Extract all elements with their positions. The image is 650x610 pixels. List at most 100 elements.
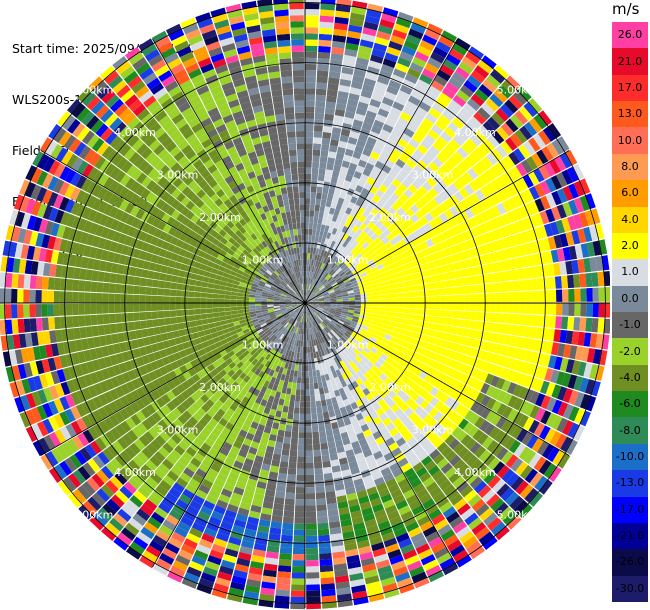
- velocity-bin: [342, 307, 349, 310]
- velocity-bin: [590, 208, 601, 225]
- velocity-bin: [30, 261, 39, 275]
- velocity-bin: [347, 498, 359, 507]
- velocity-bin: [245, 353, 253, 360]
- velocity-bin: [385, 478, 397, 488]
- velocity-bin: [325, 169, 333, 177]
- velocity-bin: [330, 53, 344, 61]
- velocity-bin: [420, 355, 429, 364]
- velocity-bin: [459, 187, 470, 199]
- velocity-bin: [133, 276, 141, 286]
- velocity-bin: [233, 569, 248, 579]
- velocity-bin: [407, 67, 421, 79]
- velocity-bin: [485, 410, 497, 423]
- velocity-bin: [352, 225, 360, 233]
- velocity-bin: [198, 538, 213, 549]
- velocity-bin: [214, 258, 223, 266]
- velocity-bin: [574, 346, 584, 361]
- velocity-bin: [549, 221, 560, 236]
- velocity-bin: [329, 310, 336, 315]
- velocity-bin: [124, 202, 135, 214]
- velocity-bin: [176, 316, 184, 324]
- velocity-bin: [374, 36, 390, 47]
- velocity-bin: [534, 183, 546, 198]
- velocity-bin: [217, 357, 226, 365]
- velocity-bin: [305, 377, 310, 384]
- velocity-bin: [383, 377, 392, 386]
- velocity-bin: [367, 229, 375, 238]
- velocity-bin: [413, 164, 424, 175]
- velocity-bin: [299, 334, 302, 341]
- velocity-bin: [211, 510, 224, 521]
- velocity-bin: [460, 434, 472, 446]
- velocity-bin: [339, 328, 346, 335]
- velocity-bin: [336, 321, 343, 327]
- velocity-bin: [311, 266, 315, 273]
- velocity-bin: [295, 333, 299, 340]
- velocity-bin: [491, 443, 504, 457]
- velocity-bin: [390, 488, 403, 499]
- velocity-bin: [312, 161, 320, 169]
- velocity-bin: [147, 516, 162, 530]
- velocity-bin: [109, 273, 117, 284]
- velocity-bin: [358, 256, 365, 263]
- velocity-bin: [562, 303, 569, 316]
- velocity-bin: [307, 309, 310, 316]
- velocity-bin: [271, 402, 278, 411]
- velocity-bin: [405, 100, 418, 112]
- velocity-bin: [456, 89, 470, 103]
- velocity-bin: [513, 291, 520, 303]
- velocity-bin: [98, 214, 109, 227]
- velocity-bin: [551, 342, 560, 356]
- velocity-bin: [203, 253, 212, 261]
- velocity-bin: [126, 303, 134, 313]
- velocity-bin: [168, 370, 178, 380]
- velocity-bin: [285, 492, 295, 500]
- velocity-bin: [242, 303, 249, 307]
- velocity-bin: [5, 366, 16, 383]
- velocity-bin: [268, 323, 275, 329]
- velocity-bin: [321, 362, 327, 369]
- velocity-bin: [233, 486, 245, 496]
- velocity-bin: [397, 297, 404, 303]
- velocity-bin: [424, 212, 434, 223]
- velocity-bin: [158, 502, 172, 514]
- velocity-bin: [301, 322, 303, 329]
- velocity-bin: [267, 477, 278, 485]
- velocity-bin: [476, 293, 484, 303]
- velocity-bin: [444, 386, 454, 397]
- velocity-bin: [345, 270, 352, 276]
- velocity-bin: [255, 307, 262, 311]
- velocity-bin: [338, 338, 345, 345]
- velocity-bin: [215, 274, 223, 281]
- velocity-bin: [551, 190, 562, 206]
- velocity-bin: [270, 428, 279, 436]
- velocity-bin: [256, 338, 264, 345]
- velocity-bin: [441, 332, 450, 341]
- velocity-bin: [579, 410, 591, 427]
- velocity-bin: [209, 272, 217, 279]
- velocity-bin: [306, 277, 308, 284]
- velocity-bin: [522, 174, 534, 188]
- velocity-bin: [236, 393, 245, 402]
- velocity-bin: [329, 293, 336, 297]
- velocity-bin: [201, 478, 214, 489]
- velocity-bin: [512, 313, 520, 325]
- velocity-bin: [84, 292, 91, 303]
- velocity-bin: [77, 375, 88, 389]
- velocity-bin: [76, 204, 87, 218]
- velocity-bin: [445, 255, 454, 265]
- velocity-bin: [350, 388, 358, 397]
- velocity-bin: [433, 288, 441, 296]
- velocity-bin: [309, 377, 314, 384]
- velocity-bin: [408, 138, 420, 149]
- velocity-bin: [518, 503, 533, 519]
- velocity-bin: [398, 412, 408, 423]
- velocity-bin: [499, 323, 507, 334]
- velocity-bin: [219, 447, 230, 457]
- velocity-bin: [310, 334, 313, 341]
- velocity-bin: [529, 390, 540, 405]
- velocity-bin: [370, 54, 384, 64]
- velocity-bin: [115, 490, 129, 504]
- velocity-bin: [327, 332, 333, 339]
- velocity-bin: [205, 265, 213, 273]
